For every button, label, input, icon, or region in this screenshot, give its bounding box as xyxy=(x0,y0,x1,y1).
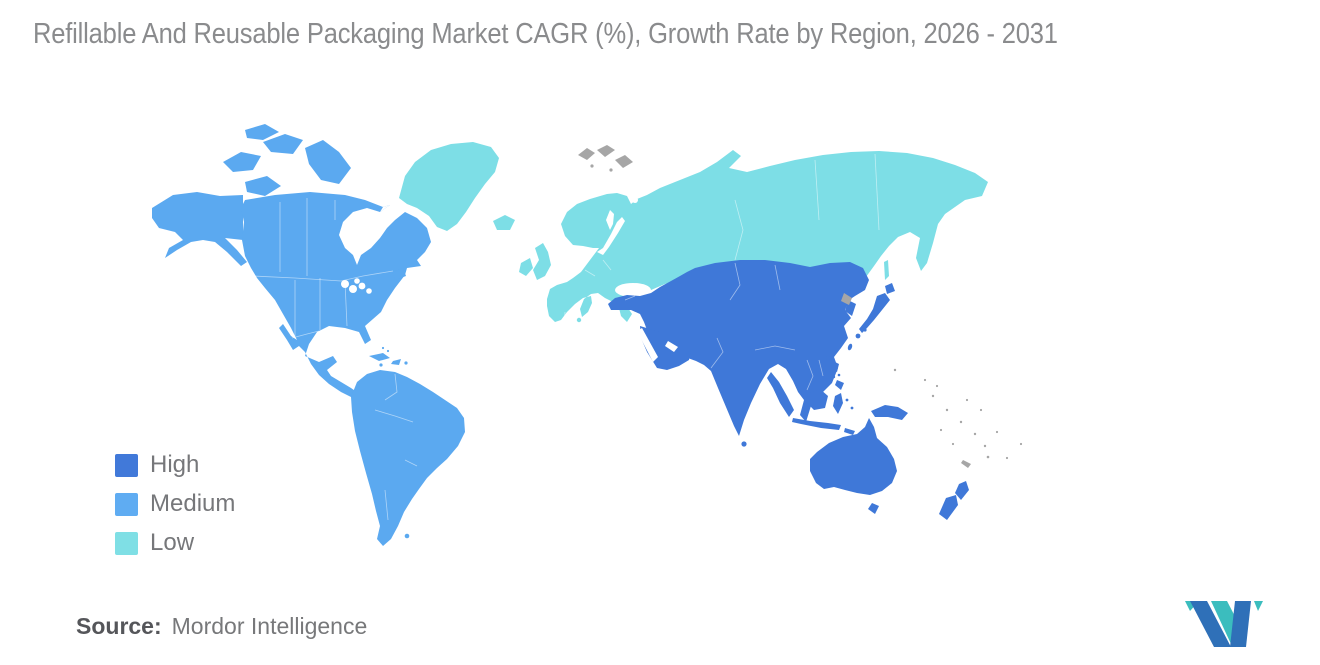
map-region-sakhalin xyxy=(884,260,889,280)
legend: High Medium Low xyxy=(115,451,236,569)
map-region-new-zealand xyxy=(939,481,969,520)
great-lakes xyxy=(349,285,357,293)
map-region-asia xyxy=(608,260,869,436)
world-choropleth-map xyxy=(152,124,1023,546)
map-region-new-guinea xyxy=(871,405,908,420)
source-value: Mordor Intelligence xyxy=(171,613,368,639)
legend-swatch-medium xyxy=(115,492,138,516)
source-line: Source: Mordor Intelligence xyxy=(76,613,367,640)
map-region-alaska xyxy=(152,192,247,266)
map-region-taiwan xyxy=(847,343,853,351)
legend-label-low: Low xyxy=(150,529,195,556)
great-lakes xyxy=(358,282,366,290)
chart-title: Refillable And Reusable Packaging Market… xyxy=(33,18,1058,50)
map-region-united-kingdom xyxy=(533,243,551,280)
hudson-james-bay xyxy=(380,205,390,212)
map-region-north-america xyxy=(241,192,431,404)
map-region-canadian-arctic xyxy=(223,124,351,196)
map-region-caribbean xyxy=(369,346,408,367)
map-region-indonesia xyxy=(767,372,855,435)
great-lakes xyxy=(366,288,372,294)
country-borders xyxy=(252,153,880,521)
legend-swatch-high xyxy=(115,453,138,477)
map-region-tasmania xyxy=(868,503,879,514)
map-region-iceland xyxy=(493,215,515,230)
logo-teal-wedge-right xyxy=(1254,601,1263,611)
map-region-ireland xyxy=(519,258,533,276)
black-sea xyxy=(615,283,651,297)
baltic-sea xyxy=(597,217,625,255)
logo-blue-band-right xyxy=(1230,601,1251,647)
white-sea xyxy=(632,197,638,203)
persian-gulf xyxy=(665,341,678,352)
red-sea-persian-gulf xyxy=(637,328,678,362)
map-region-philippines xyxy=(831,361,844,390)
map-region-svalbard xyxy=(578,145,633,172)
map-region-greenland xyxy=(399,142,499,231)
legend-item-low: Low xyxy=(115,529,235,556)
legend-item-medium: Medium xyxy=(115,490,236,517)
map-region-newfoundland xyxy=(392,268,406,280)
map-region-europe-russia xyxy=(547,150,988,323)
map-region-australia xyxy=(810,418,897,495)
great-lakes xyxy=(354,278,360,284)
legend-label-medium: Medium xyxy=(150,490,236,517)
map-region-japan xyxy=(855,283,895,339)
map-region-south-america xyxy=(351,370,465,546)
mordor-intelligence-logo xyxy=(1185,601,1263,647)
map-region-falkland-islands xyxy=(404,533,410,539)
map-region-hainan xyxy=(826,356,830,360)
legend-label-high: High xyxy=(150,451,200,478)
gulf-of-bothnia xyxy=(606,210,614,230)
legend-swatch-low xyxy=(115,531,138,555)
logo-blue-band-left xyxy=(1190,601,1231,647)
legend-item-high: High xyxy=(115,451,235,478)
red-sea xyxy=(637,328,658,362)
map-region-pacific-islands xyxy=(893,368,1023,468)
map-region-north-korea xyxy=(841,293,852,305)
source-label: Source: xyxy=(76,613,162,639)
map-region-sri-lanka xyxy=(741,441,747,447)
